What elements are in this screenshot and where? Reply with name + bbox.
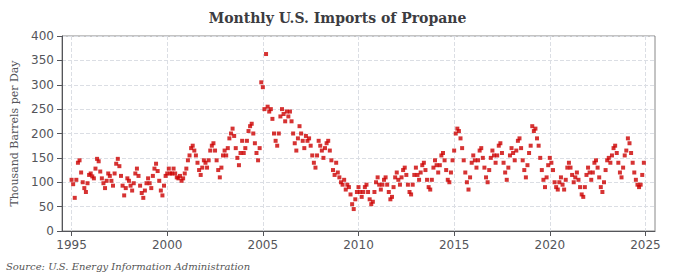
svg-text:Thousand Barrels per Day: Thousand Barrels per Day (8, 60, 21, 207)
svg-text:200: 200 (31, 127, 54, 141)
svg-text:2010: 2010 (343, 238, 374, 252)
svg-text:2005: 2005 (248, 238, 279, 252)
svg-text:0: 0 (46, 224, 54, 238)
svg-text:Monthly U.S. Imports of Propan: Monthly U.S. Imports of Propane (209, 10, 467, 26)
svg-text:250: 250 (31, 102, 54, 116)
svg-text:2015: 2015 (439, 238, 470, 252)
svg-text:2020: 2020 (535, 238, 566, 252)
svg-text:400: 400 (31, 29, 54, 43)
svg-text:100: 100 (31, 175, 54, 189)
svg-text:Source: U.S. Energy Informatio: Source: U.S. Energy Information Administ… (6, 261, 250, 272)
svg-text:350: 350 (31, 53, 54, 67)
svg-text:2000: 2000 (152, 238, 183, 252)
svg-text:2025: 2025 (630, 238, 661, 252)
svg-text:1995: 1995 (56, 238, 87, 252)
svg-text:150: 150 (31, 151, 54, 165)
svg-text:50: 50 (39, 200, 54, 214)
svg-text:300: 300 (31, 78, 54, 92)
